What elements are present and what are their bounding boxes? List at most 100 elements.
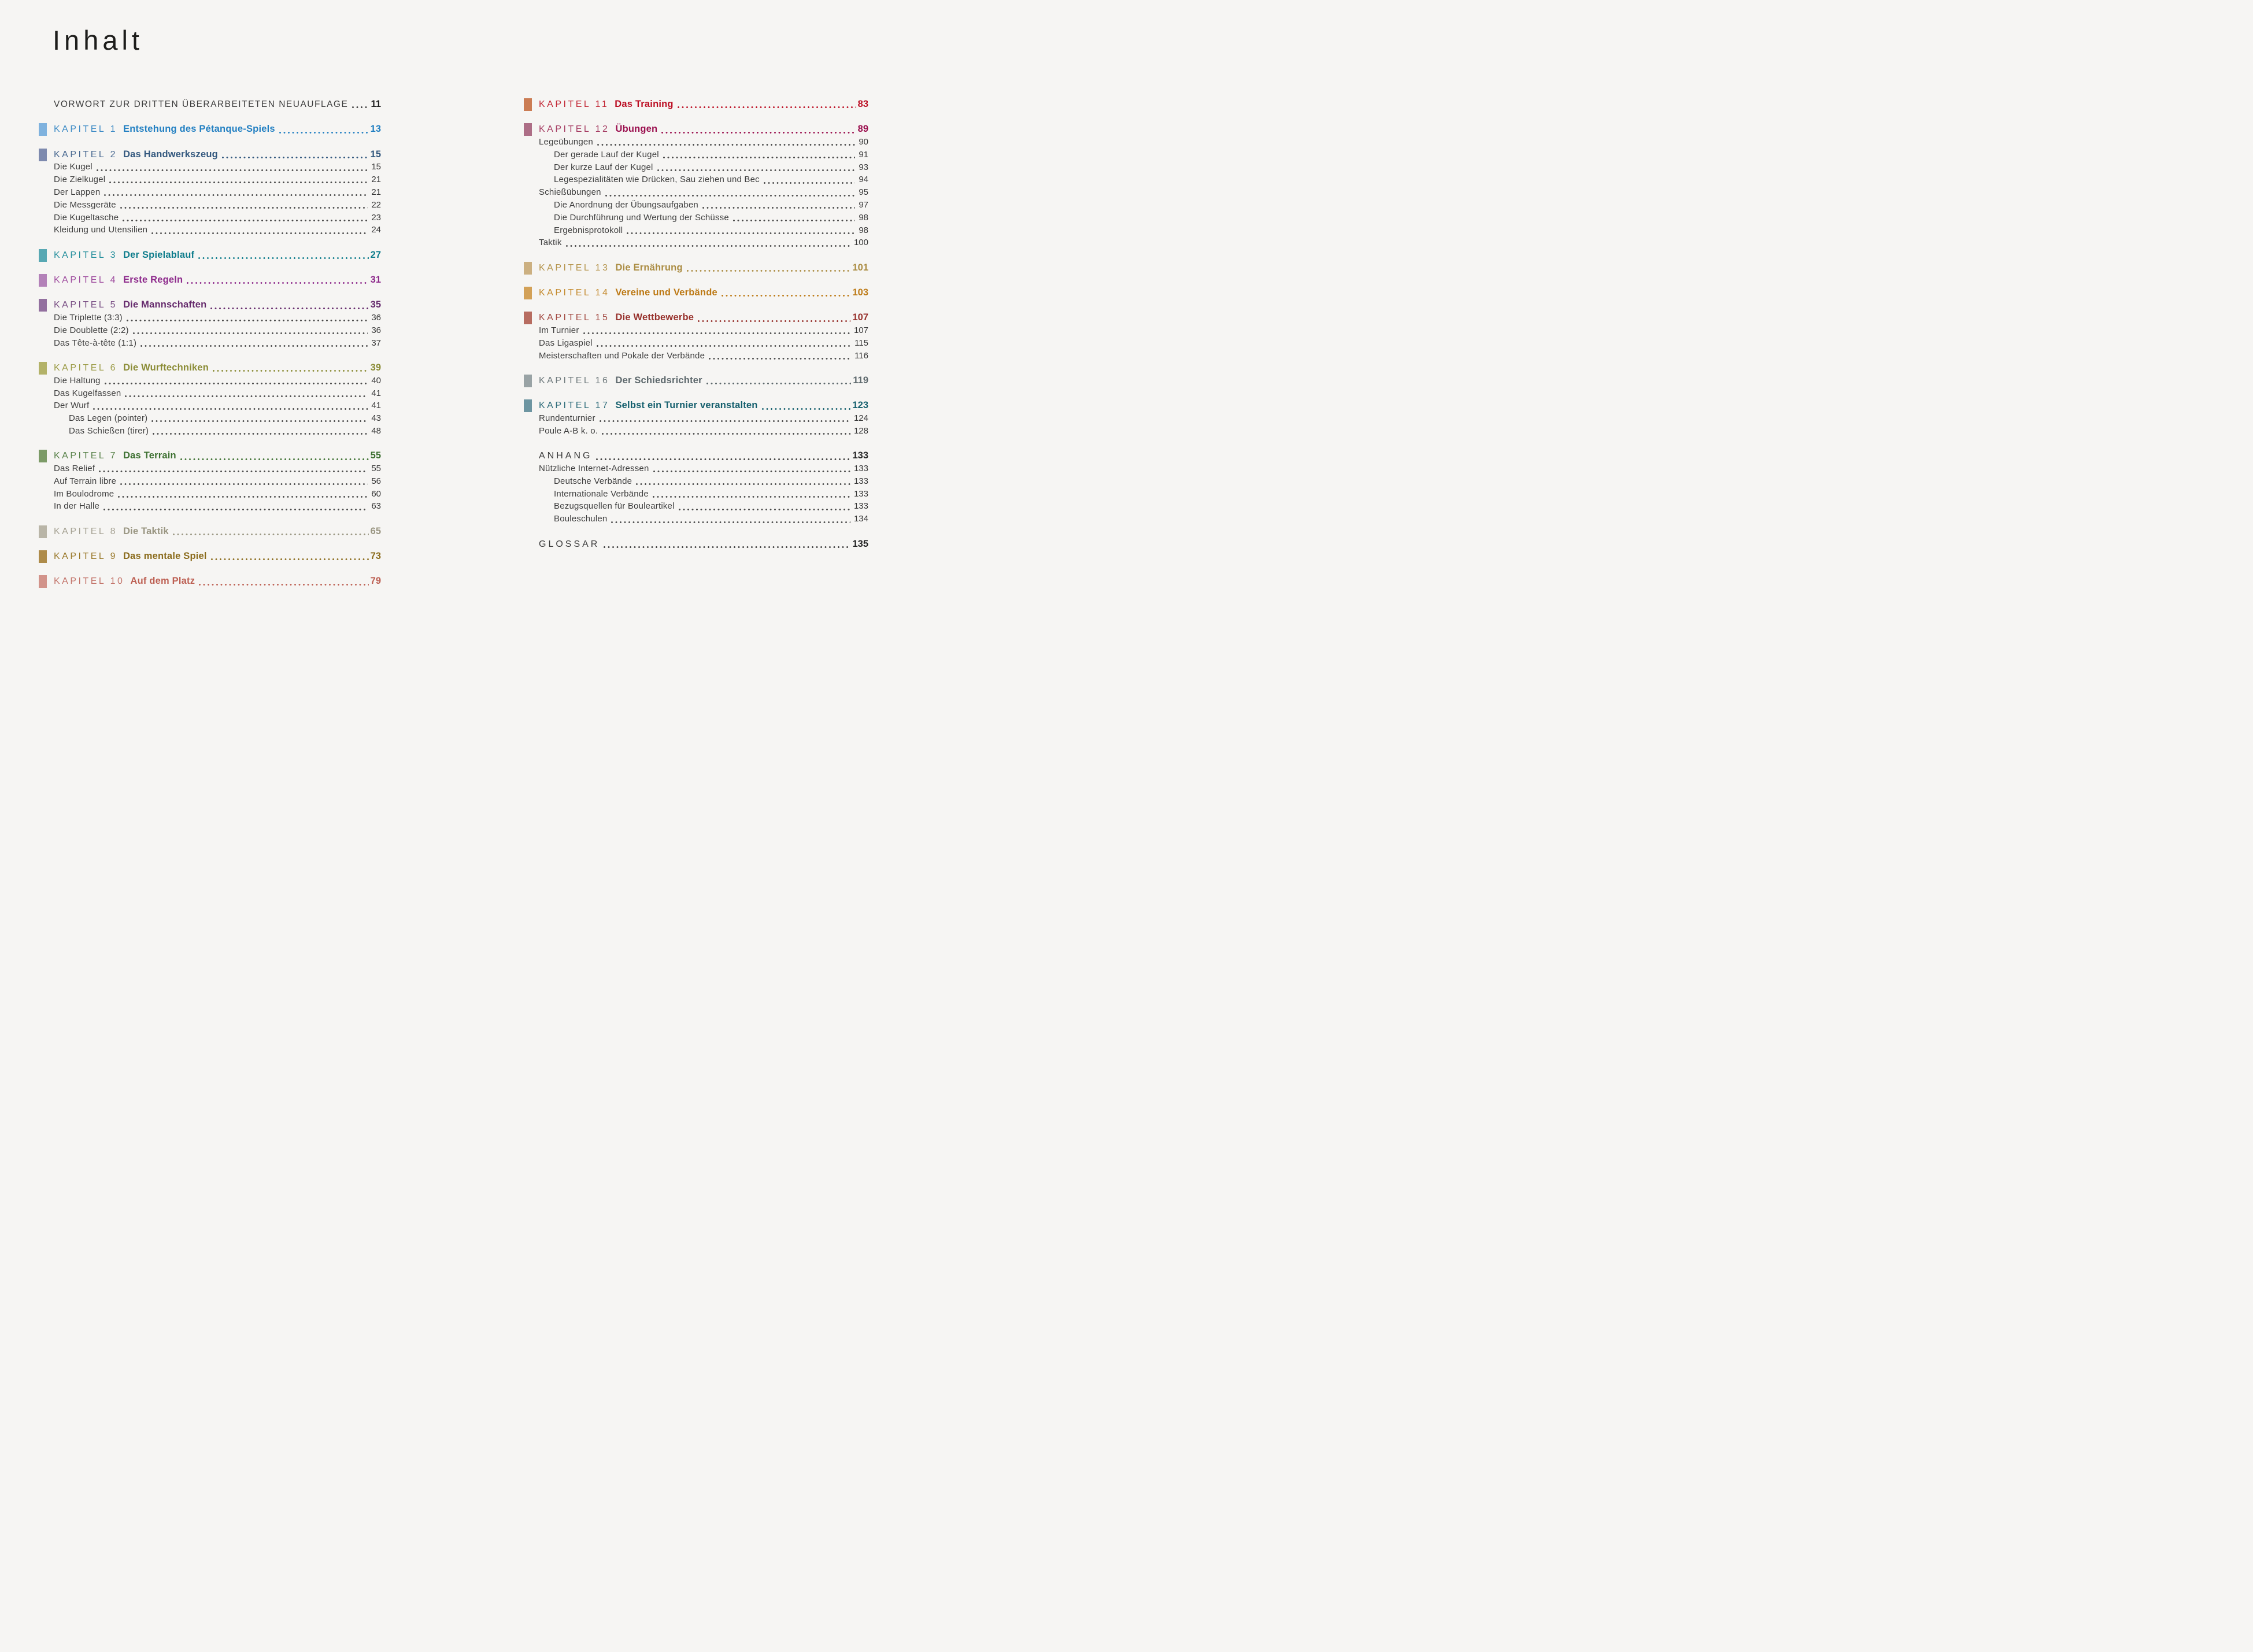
chapter-title: Das Training [615, 99, 674, 109]
toc-subitem-row: Der kurze Lauf der Kugel 93 [524, 161, 868, 174]
chapter-kapitel-label: KAPITEL 15 [539, 313, 610, 323]
page-number: 97 [859, 200, 868, 210]
toc-subitem-row: Nützliche Internet-Adressen 133 [524, 462, 868, 475]
dot-leader [195, 575, 370, 588]
subitem-label: Die Triplette (3:3) [54, 313, 123, 323]
dot-leader [114, 488, 371, 501]
chapter-color-swatch [39, 525, 47, 538]
page-number: 37 [371, 338, 381, 348]
chapter-kapitel-label: KAPITEL 7 [54, 451, 118, 461]
chapter-title: Das Terrain [123, 450, 176, 461]
toc-subitem-row: Das Tête-à-tête (1:1) 37 [39, 337, 381, 350]
toc-chapter-row: KAPITEL 5 Die Mannschaften 35 [39, 299, 381, 312]
dot-leader [176, 450, 371, 462]
page-number: 65 [370, 525, 381, 536]
chapter-kapitel-label: KAPITEL 17 [539, 401, 610, 411]
page-number: 133 [853, 464, 868, 474]
toc-subitem-row: Legeübungen 90 [524, 136, 868, 149]
page-number: 13 [370, 124, 381, 135]
page-number: 23 [371, 212, 381, 223]
page-number: 21 [371, 175, 381, 185]
subitem-label: Bezugsquellen für Bouleartikel [554, 501, 675, 512]
subitem-label: Bouleschulen [554, 514, 608, 524]
toc-subitem-row: Der Wurf 41 [39, 399, 381, 412]
toc-subitem-row: Die Durchführung und Wertung der Schüsse… [524, 212, 868, 224]
page-number: 35 [370, 299, 381, 310]
chapter-color-swatch [39, 123, 47, 136]
dot-leader [562, 236, 854, 249]
page-number: 39 [370, 362, 381, 373]
dot-leader [649, 462, 854, 475]
subitem-label: Die Anordnung der Übungsaufgaben [554, 200, 698, 210]
page-number: 101 [852, 262, 868, 273]
dot-leader [121, 387, 371, 400]
dot-leader [136, 337, 371, 350]
toc-chapter-row: KAPITEL 16 Der Schiedsrichter 119 [524, 375, 868, 388]
page-number: 123 [852, 400, 868, 411]
subitem-label: Das Ligaspiel [539, 338, 593, 348]
dot-leader [101, 375, 372, 387]
subitem-label: Taktik [539, 238, 562, 248]
dot-leader [218, 149, 371, 161]
toc-subitem-row: Deutsche Verbände 133 [524, 475, 868, 488]
chapter-title: Das mentale Spiel [123, 551, 207, 562]
subitem-label: Der gerade Lauf der Kugel [554, 149, 659, 160]
subitem-label: Das Relief [54, 464, 95, 474]
toc-subitem-row: In der Halle 63 [39, 500, 381, 513]
page-number: 36 [371, 313, 381, 323]
toc-subitem-row: Rundenturnier 124 [524, 412, 868, 425]
page-number: 116 [854, 350, 868, 361]
dot-leader [595, 412, 854, 425]
chapter-kapitel-label: KAPITEL 6 [54, 362, 118, 373]
page-number: 134 [853, 514, 868, 524]
dot-leader [598, 425, 854, 438]
dot-leader [129, 324, 372, 337]
dot-leader [632, 475, 854, 488]
page-number: 128 [853, 425, 868, 436]
chapter-title: Die Mannschaften [123, 299, 207, 310]
chapter-kapitel-label: KAPITEL 4 [54, 275, 118, 285]
chapter-kapitel-label: KAPITEL 12 [539, 124, 610, 135]
toc-chapter-row: KAPITEL 8 Die Taktik 65 [39, 525, 381, 538]
dot-leader [147, 224, 371, 236]
toc-chapter-row: KAPITEL 14 Vereine und Verbände 103 [524, 287, 868, 300]
chapter-kapitel-label: KAPITEL 2 [54, 149, 118, 160]
chapter-color-swatch [39, 575, 47, 588]
page-number: 48 [371, 425, 381, 436]
dot-leader [149, 425, 371, 438]
dot-leader [275, 123, 371, 136]
toc-subitem-row: Das Relief 55 [39, 462, 381, 475]
page-number: 24 [371, 225, 381, 235]
toc-subitem-row: Das Legen (pointer) 43 [39, 412, 381, 425]
toc-subitem-row: Die Haltung 40 [39, 375, 381, 387]
dot-leader [348, 98, 371, 111]
page-number: 98 [859, 225, 868, 235]
subitem-label: Rundenturnier [539, 413, 595, 424]
page-number: 124 [853, 413, 868, 424]
page-number: 31 [370, 274, 381, 285]
toc-subitem-row: Taktik 100 [524, 236, 868, 249]
subitem-label: Legeübungen [539, 137, 593, 147]
toc-chapter-row: KAPITEL 10 Auf dem Platz 79 [39, 575, 381, 588]
toc-subitem-row: Die Zielkugel 21 [39, 173, 381, 186]
dot-leader [105, 173, 371, 186]
toc-section-row: ANHANG 133 [524, 450, 868, 462]
page-number: 63 [371, 501, 381, 512]
chapter-title: Der Spielablauf [123, 249, 195, 260]
toc-subitem-row: Poule A-B k. o. 128 [524, 425, 868, 438]
dot-leader [717, 287, 853, 299]
page-number: 55 [371, 464, 381, 474]
page-number: 133 [853, 488, 868, 499]
chapter-kapitel-label: KAPITEL 3 [54, 250, 118, 260]
page-number: 73 [370, 551, 381, 562]
toc-subitem-row: Die Kugel 15 [39, 161, 381, 173]
chapter-title: Die Taktik [123, 525, 169, 536]
dot-leader [194, 249, 370, 262]
toc-section-row: VORWORT ZUR DRITTEN ÜBERARBEITETEN NEUAU… [39, 98, 381, 111]
toc-right-column: KAPITEL 11 Das Training 83 KAPITEL 12 Übunge… [524, 98, 868, 550]
page-number: 94 [859, 175, 868, 185]
toc-subitem-row: Das Kugelfassen 41 [39, 387, 381, 400]
page-number: 83 [857, 99, 868, 109]
subitem-label: Legespezialitäten wie Drücken, Sau ziehe… [554, 175, 760, 185]
page-number: 27 [370, 249, 381, 260]
